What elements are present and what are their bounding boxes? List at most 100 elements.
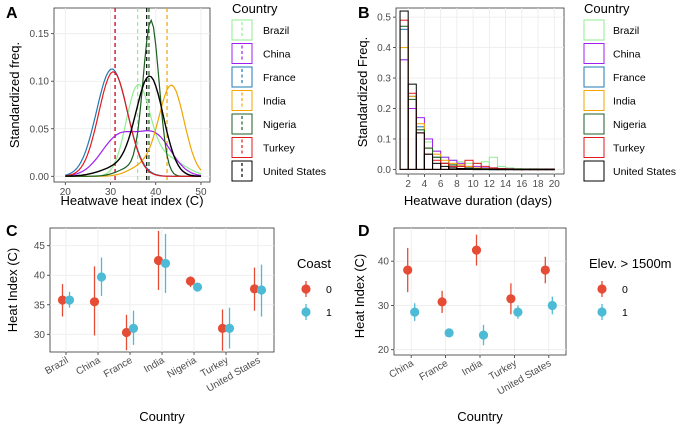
hist-bar-united-states xyxy=(415,132,425,170)
x-tick-label: 30 xyxy=(105,187,117,198)
density-curve-china xyxy=(65,130,202,177)
x-tick-label: 2 xyxy=(405,179,411,190)
x-tick-label: 16 xyxy=(516,179,528,190)
legend-key-1 xyxy=(597,307,607,317)
x-tick-label: 4 xyxy=(422,179,428,190)
legend-label-nigeria: Nigeria xyxy=(613,119,646,131)
legend-key-brazil xyxy=(583,19,605,41)
legend-label-brazil: Brazil xyxy=(613,25,639,37)
y-tick-label: 35 xyxy=(34,300,46,311)
gridlines-d xyxy=(394,228,566,355)
panel-label-b: B xyxy=(358,5,370,22)
mean-lines-a xyxy=(114,8,168,182)
y-axis-title-d: Heat Index (C) xyxy=(352,254,367,339)
y-tick-label: 0.4 xyxy=(377,43,391,54)
axis-ticks-b: 2 4 6 8 10 12 14 16 18 20 0.0 0.1 0.2 0.3 0.4 0.5 xyxy=(377,13,560,190)
legend-title-d: Elev. > 1500m xyxy=(589,256,672,271)
axis-ticks-a: 20 30 40 50 0.00 0.05 0.10 0.15 xyxy=(30,29,207,198)
point-brazil-1 xyxy=(64,295,75,305)
legend-title-b: Country xyxy=(584,1,630,16)
x-tick-label: 50 xyxy=(195,187,207,198)
legend-key-india xyxy=(583,90,605,111)
legend-key-turkey xyxy=(583,137,605,158)
legend-d: 01 xyxy=(597,281,628,320)
point-india-0 xyxy=(471,245,482,255)
x-tick-label: 20 xyxy=(549,179,561,190)
gridlines-c xyxy=(50,228,274,352)
legend-title-c: Coast xyxy=(297,256,331,271)
point-nigeria-1 xyxy=(192,282,203,292)
legend-label-china: China xyxy=(263,49,291,61)
point-united-states-0 xyxy=(540,265,550,275)
y-axis-title-b: Standardized Freq. xyxy=(355,37,370,148)
legend-key-france xyxy=(583,66,605,88)
legend-c: 01 xyxy=(301,281,332,320)
x-tick-label-china: China xyxy=(388,358,417,381)
x-tick-label-china: China xyxy=(74,355,103,378)
legend-label-nigeria: Nigeria xyxy=(263,119,296,131)
panel-a: A 20 30 40 50 0.00 0.05 0.10 0.15 Heatwave heat… xyxy=(6,1,326,208)
point-china-1 xyxy=(410,307,420,317)
y-tick-label: 0.1 xyxy=(377,134,391,145)
hist-bar-united-states xyxy=(496,168,507,171)
x-tick-label-nigeria: Nigeria xyxy=(166,355,199,381)
gridlines-b xyxy=(396,8,564,174)
x-tick-label-india: India xyxy=(142,355,167,376)
legend-label-turkey: Turkey xyxy=(613,143,645,155)
legend-label-1: 1 xyxy=(622,307,628,319)
hist-bar-united-states xyxy=(529,168,539,171)
x-axis-title-c: Country xyxy=(139,409,185,424)
x-tick-label-france: France xyxy=(102,355,135,380)
x-tick-label: 10 xyxy=(468,179,480,190)
legend-label-united-states: United States xyxy=(263,166,326,178)
panel-label-d: D xyxy=(358,223,370,240)
legend-label-brazil: Brazil xyxy=(263,25,289,37)
point-ranges-d xyxy=(403,234,557,346)
legend-key-china xyxy=(583,43,605,64)
point-united-states-1 xyxy=(547,300,557,311)
y-tick-label: 0.15 xyxy=(30,29,50,40)
legend-key-0 xyxy=(301,284,311,294)
legend-key-1 xyxy=(301,307,311,317)
x-tick-label: 6 xyxy=(438,179,444,190)
hist-bar-united-states xyxy=(407,83,417,170)
hist-bar-united-states xyxy=(472,168,482,171)
point-turkey-0 xyxy=(506,294,516,304)
point-india-1 xyxy=(478,330,489,340)
density-curve-turkey xyxy=(65,71,201,177)
point-china-1 xyxy=(96,272,107,282)
y-tick-label: 20 xyxy=(378,345,390,356)
legend-b: Brazil China France India Nigeria Turkey Unite… xyxy=(583,19,676,182)
x-tick-label-brazil: Brazil xyxy=(43,355,70,377)
x-tick-label: 40 xyxy=(150,187,162,198)
legend-label-1: 1 xyxy=(326,307,332,319)
point-turkey-1 xyxy=(513,307,523,317)
point-france-0 xyxy=(437,297,447,307)
panel-label-c: C xyxy=(6,223,18,240)
hist-bar-united-states xyxy=(537,168,547,171)
legend-key-united-states xyxy=(583,160,605,182)
hist-bar-united-states xyxy=(513,168,523,171)
point-india-1 xyxy=(160,258,171,269)
point-nigeria-0 xyxy=(185,276,196,286)
legend-label-china: China xyxy=(613,49,641,61)
y-tick-label: 0.05 xyxy=(30,124,50,135)
plot-frame-b xyxy=(395,7,565,175)
density-curve-united-states xyxy=(65,75,202,177)
x-axis-title-b: Heatwave duration (days) xyxy=(404,193,552,208)
legend-key-nigeria xyxy=(583,113,605,135)
x-tick-label-india: India xyxy=(460,358,485,379)
y-tick-label: 40 xyxy=(378,257,390,268)
y-axis-title-c: Heat Index (C) xyxy=(5,248,20,333)
point-brazil-0 xyxy=(57,295,68,305)
legend-label-india: India xyxy=(263,96,286,108)
legend-label-india: India xyxy=(613,96,636,108)
x-tick-label: 18 xyxy=(532,179,544,190)
point-turkey-1 xyxy=(224,323,235,333)
point-france-1 xyxy=(128,323,139,333)
y-tick-label: 0.10 xyxy=(30,77,50,88)
x-tick-label: 12 xyxy=(484,179,496,190)
y-tick-label: 0.00 xyxy=(30,172,50,183)
